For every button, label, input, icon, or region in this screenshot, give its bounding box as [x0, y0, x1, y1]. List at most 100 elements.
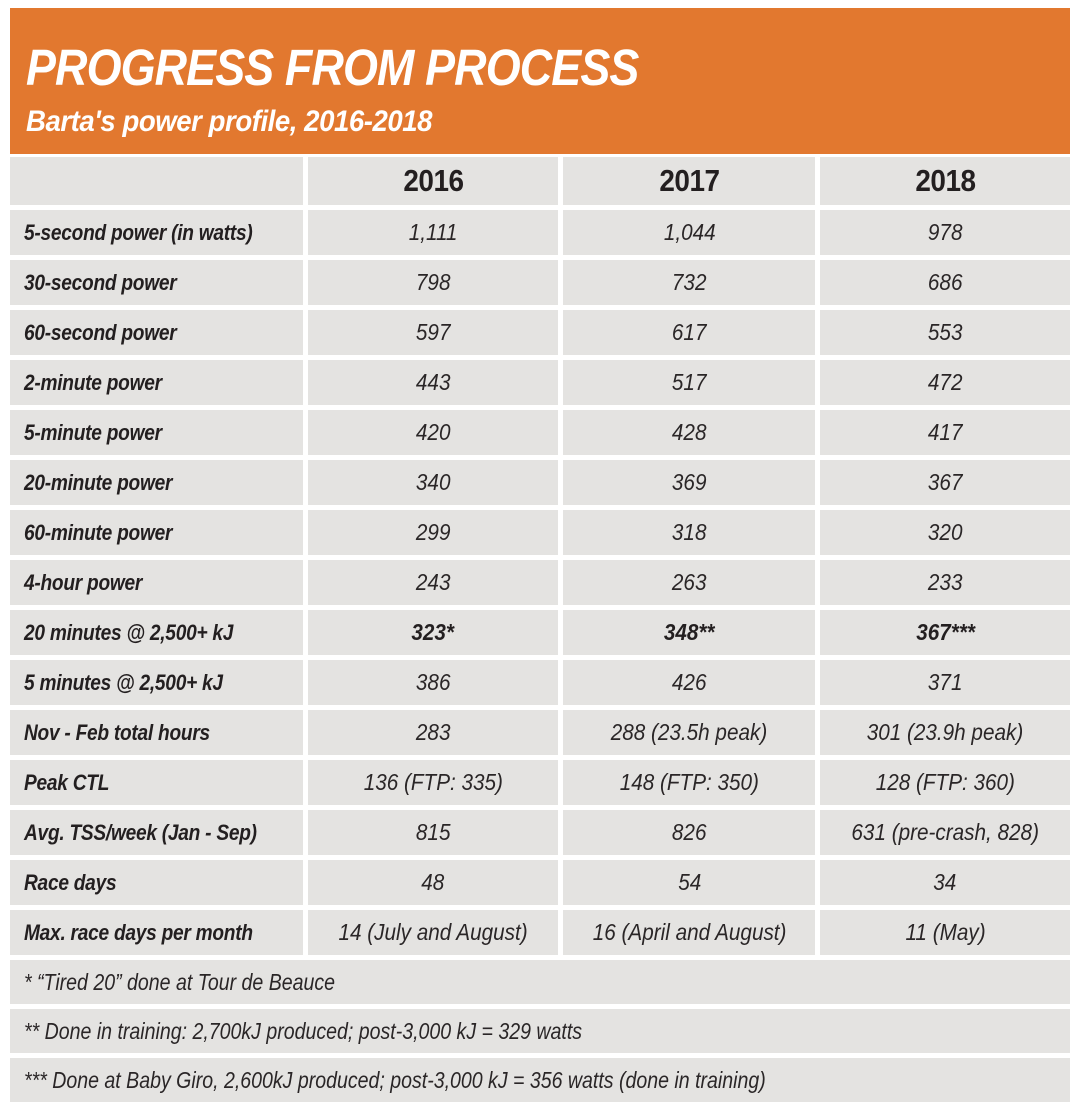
row-label-text: 2-minute power	[24, 369, 162, 395]
table-cell: 1,044	[563, 210, 816, 255]
cell-text: 732	[672, 269, 707, 295]
row-label-text: 5-minute power	[24, 419, 162, 445]
cell-text: 367***	[915, 619, 975, 645]
cell-text: 517	[672, 369, 707, 395]
row-label: 20-minute power	[10, 460, 303, 505]
cell-text: 553	[927, 319, 963, 345]
table-cell: 148 (FTP: 350)	[563, 760, 816, 805]
table-cell: 14 (July and August)	[307, 910, 559, 955]
column-header-2018: 2018	[820, 157, 1070, 205]
row-label: 60-minute power	[10, 510, 303, 555]
table-cell: 233	[820, 560, 1070, 605]
table-cell: 686	[820, 260, 1070, 305]
table-cell: 11 (May)	[820, 910, 1070, 955]
cell-text: 283	[415, 719, 451, 745]
column-header-2016: 2016	[307, 157, 559, 205]
cell-text: 136 (FTP: 335)	[363, 769, 503, 795]
cell-text: 288 (23.5h peak)	[611, 719, 768, 745]
table-cell: 631 (pre-crash, 828)	[820, 810, 1070, 855]
cell-text: 301 (23.9h peak)	[866, 719, 1024, 745]
column-header-text: 2016	[402, 163, 464, 198]
footnote-text: *** Done at Baby Giro, 2,600kJ produced;…	[24, 1066, 766, 1093]
power-profile-table: 2016 2017 2018 5-second power (in watts)…	[10, 157, 1070, 1102]
table-cell: 320	[820, 510, 1070, 555]
row-label: 2-minute power	[10, 360, 303, 405]
table-cell: 54	[563, 860, 816, 905]
row-label-text: 20 minutes @ 2,500+ kJ	[24, 619, 234, 645]
row-label-text: Avg. TSS/week (Jan - Sep)	[24, 819, 257, 845]
table-cell: 348**	[563, 610, 816, 655]
footnote-text: * “Tired 20” done at Tour de Beauce	[24, 968, 336, 995]
cell-text: 340	[415, 469, 451, 495]
table-cell: 16 (April and August)	[563, 910, 816, 955]
cell-text: 1,111	[408, 219, 458, 245]
row-label-text: 4-hour power	[24, 569, 143, 595]
cell-text: 233	[927, 569, 963, 595]
table-cell: 263	[563, 560, 816, 605]
table-cell: 815	[307, 810, 559, 855]
row-label: 5-minute power	[10, 410, 303, 455]
cell-text: 631 (pre-crash, 828)	[851, 819, 1039, 845]
cell-text: 815	[415, 819, 451, 845]
cell-text: 34	[933, 869, 957, 895]
row-label: 60-second power	[10, 310, 303, 355]
row-label-text: Nov - Feb total hours	[24, 719, 210, 745]
row-label: Avg. TSS/week (Jan - Sep)	[10, 810, 303, 855]
cell-text: 148 (FTP: 350)	[619, 769, 759, 795]
cell-text: 617	[672, 319, 707, 345]
table-cell: 553	[820, 310, 1070, 355]
table-cell: 301 (23.9h peak)	[820, 710, 1070, 755]
table-cell: 367***	[820, 610, 1070, 655]
column-header-text: 2018	[914, 163, 976, 198]
row-label-text: Max. race days per month	[24, 919, 253, 945]
cell-text: 54	[677, 869, 701, 895]
cell-text: 299	[415, 519, 451, 545]
table-cell: 517	[563, 360, 816, 405]
table-cell: 318	[563, 510, 816, 555]
footnote: * “Tired 20” done at Tour de Beauce	[10, 960, 1070, 1004]
table-cell: 128 (FTP: 360)	[820, 760, 1070, 805]
cell-text: 1,044	[663, 219, 716, 245]
page-subtitle: Barta's power profile, 2016-2018	[26, 104, 433, 138]
header-banner: PROGRESS FROM PROCESS Barta's power prof…	[10, 8, 1070, 154]
table-cell: 798	[307, 260, 559, 305]
table-cell: 367	[820, 460, 1070, 505]
table-cell: 417	[820, 410, 1070, 455]
row-label-text: 30-second power	[24, 269, 177, 295]
cell-text: 14 (July and August)	[338, 919, 528, 945]
cell-text: 369	[672, 469, 707, 495]
cell-text: 16 (April and August)	[592, 919, 787, 945]
row-label-text: Peak CTL	[24, 769, 110, 795]
table-cell: 369	[563, 460, 816, 505]
cell-text: 348**	[664, 619, 715, 645]
table-cell: 826	[563, 810, 816, 855]
cell-text: 443	[415, 369, 451, 395]
cell-text: 263	[672, 569, 707, 595]
table-cell: 283	[307, 710, 559, 755]
cell-text: 798	[415, 269, 451, 295]
table-cell: 617	[563, 310, 816, 355]
table-cell: 323*	[307, 610, 559, 655]
column-header-text: 2017	[659, 163, 720, 198]
row-label-text: 60-minute power	[24, 519, 173, 545]
table-cell: 288 (23.5h peak)	[563, 710, 816, 755]
table-cell: 48	[307, 860, 559, 905]
table-cell: 426	[563, 660, 816, 705]
row-label: 20 minutes @ 2,500+ kJ	[10, 610, 303, 655]
footnote: *** Done at Baby Giro, 2,600kJ produced;…	[10, 1058, 1070, 1102]
row-label-text: 5 minutes @ 2,500+ kJ	[24, 669, 223, 695]
row-label: Max. race days per month	[10, 910, 303, 955]
table-cell: 340	[307, 460, 559, 505]
cell-text: 686	[927, 269, 963, 295]
row-label-text: 60-second power	[24, 319, 177, 345]
table-cell: 443	[307, 360, 559, 405]
cell-text: 420	[415, 419, 451, 445]
cell-text: 318	[672, 519, 707, 545]
table-cell: 386	[307, 660, 559, 705]
table-cell: 978	[820, 210, 1070, 255]
cell-text: 48	[421, 869, 445, 895]
cell-text: 978	[927, 219, 963, 245]
footnote-text: ** Done in training: 2,700kJ produced; p…	[24, 1017, 583, 1044]
row-label-text: 20-minute power	[24, 469, 173, 495]
